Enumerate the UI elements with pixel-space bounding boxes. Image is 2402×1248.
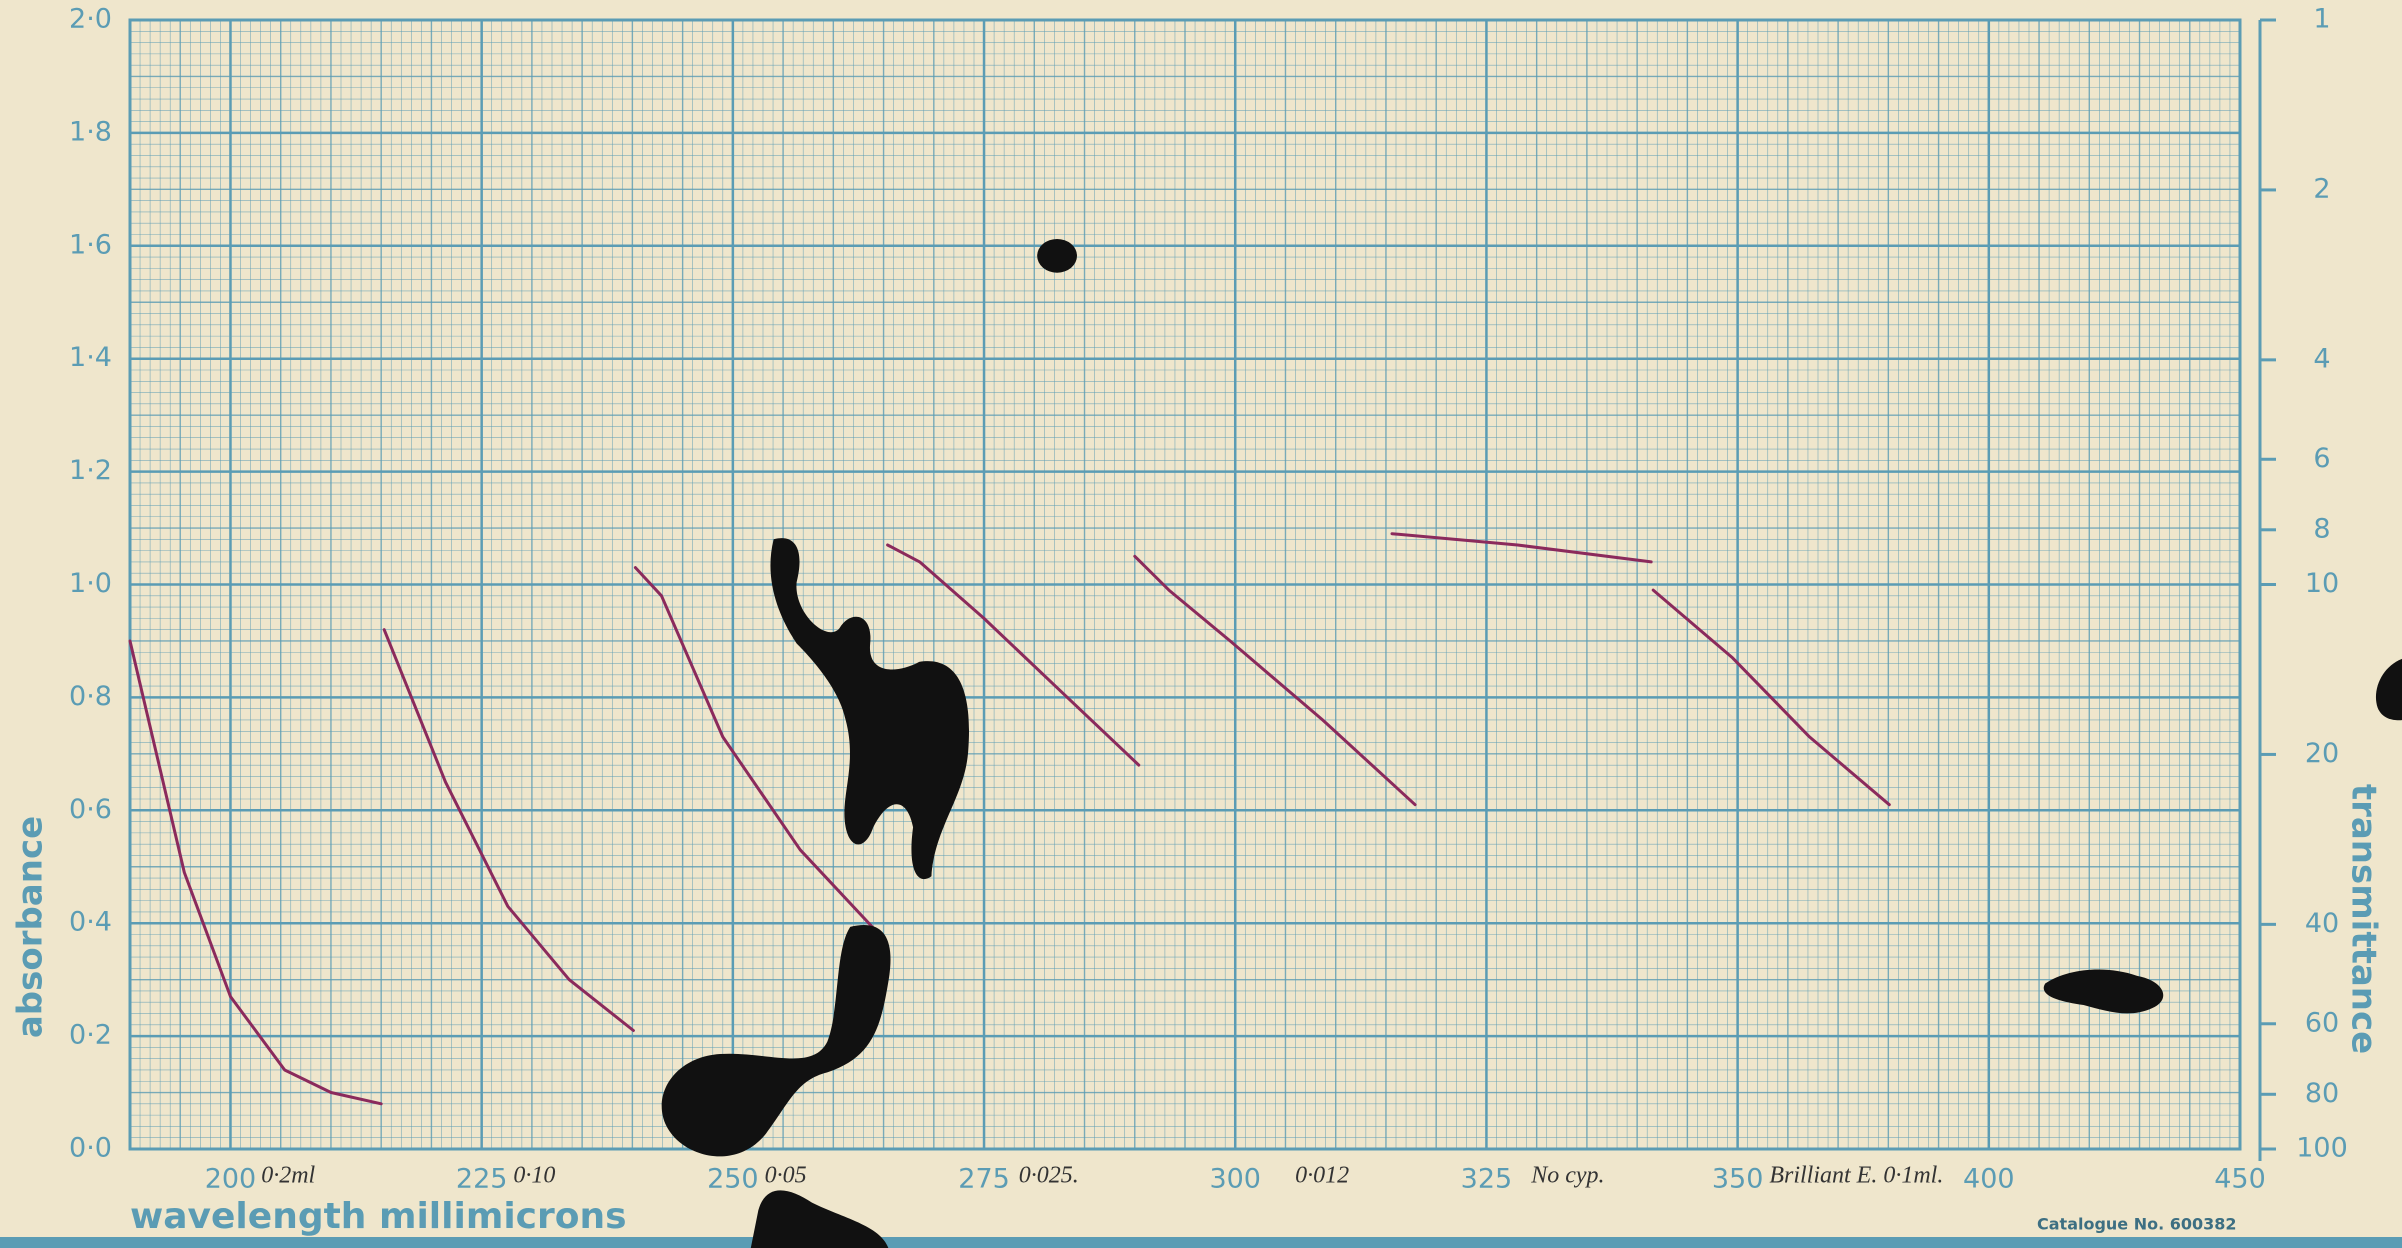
- y2-tick-label: 100: [2296, 1133, 2348, 1164]
- ink-stain: [2375, 658, 2402, 721]
- series-line: [1651, 588, 1891, 807]
- series-line: [382, 628, 635, 1032]
- y-tick-label: 1·0: [69, 568, 112, 599]
- y2-tick-label: 6: [2313, 443, 2330, 474]
- y-tick-label: 1·2: [69, 455, 112, 486]
- ink-stain: [2043, 969, 2164, 1014]
- y-tick-label: 0·0: [69, 1133, 112, 1164]
- y-axis-title: absorbance: [11, 816, 51, 1038]
- ink-stain: [770, 538, 970, 880]
- x-tick-label: 350: [1712, 1164, 1764, 1195]
- y-tick-label: 0·2: [69, 1020, 112, 1051]
- y2-tick-label: 1: [2313, 4, 2330, 35]
- x-tick-label: 200: [205, 1164, 257, 1195]
- series-annotation: 0·05: [765, 1163, 807, 1189]
- ink-stains: [661, 238, 2402, 1248]
- series-annotation: No cyp.: [1530, 1163, 1604, 1189]
- y2-tick-label: 2: [2313, 173, 2330, 204]
- y-tick-label: 1·4: [69, 342, 112, 373]
- series-annotation: 0·10: [513, 1163, 555, 1189]
- series-line: [886, 543, 1141, 767]
- x-tick-label: 300: [1209, 1164, 1261, 1195]
- y2-tick-label: 40: [2305, 908, 2339, 939]
- y2-tick-label: 10: [2305, 568, 2339, 599]
- series-line: [633, 566, 887, 942]
- series-line: [1390, 532, 1653, 564]
- y-tick-label: 0·8: [69, 681, 112, 712]
- ink-stain: [750, 1190, 889, 1248]
- y2-tick-label: 8: [2313, 513, 2330, 544]
- series-line: [128, 639, 383, 1106]
- y2-axis-title: transmittance: [2344, 784, 2384, 1054]
- y-tick-label: 1·8: [69, 116, 112, 147]
- x-axis-title: wavelength millimicrons: [130, 1196, 627, 1237]
- x-tick-label: 325: [1461, 1164, 1513, 1195]
- x-tick-label: 250: [707, 1164, 759, 1195]
- x-tick-label: 275: [958, 1164, 1010, 1195]
- series-line: [1133, 554, 1417, 807]
- x-tick-label: 400: [1963, 1164, 2015, 1195]
- series-annotation: 0·2ml: [261, 1163, 315, 1189]
- catalogue-number: Catalogue No. 600382: [2037, 1215, 2237, 1234]
- y-tick-label: 1·6: [69, 229, 112, 260]
- y2-tick-label: 20: [2305, 738, 2339, 769]
- x-tick-label: 450: [2214, 1164, 2266, 1195]
- series-annotation: 0·012: [1295, 1163, 1349, 1189]
- series-annotation: 0·025.: [1019, 1163, 1079, 1189]
- ink-stain: [1037, 238, 1077, 273]
- bottom-strip: [0, 1237, 2402, 1248]
- plot-frame: [128, 18, 2242, 1151]
- y2-tick-label: 80: [2305, 1078, 2339, 1109]
- y-tick-label: 0·6: [69, 794, 112, 825]
- y-tick-label: 0·4: [69, 907, 112, 938]
- y-tick-label: 2·0: [69, 4, 112, 35]
- x-tick-label: 225: [456, 1164, 508, 1195]
- ink-stain: [661, 924, 891, 1157]
- y2-tick-label: 60: [2305, 1007, 2339, 1038]
- y2-tick-label: 4: [2313, 343, 2330, 374]
- series-annotation: Brilliant E. 0·1ml.: [1769, 1163, 1943, 1189]
